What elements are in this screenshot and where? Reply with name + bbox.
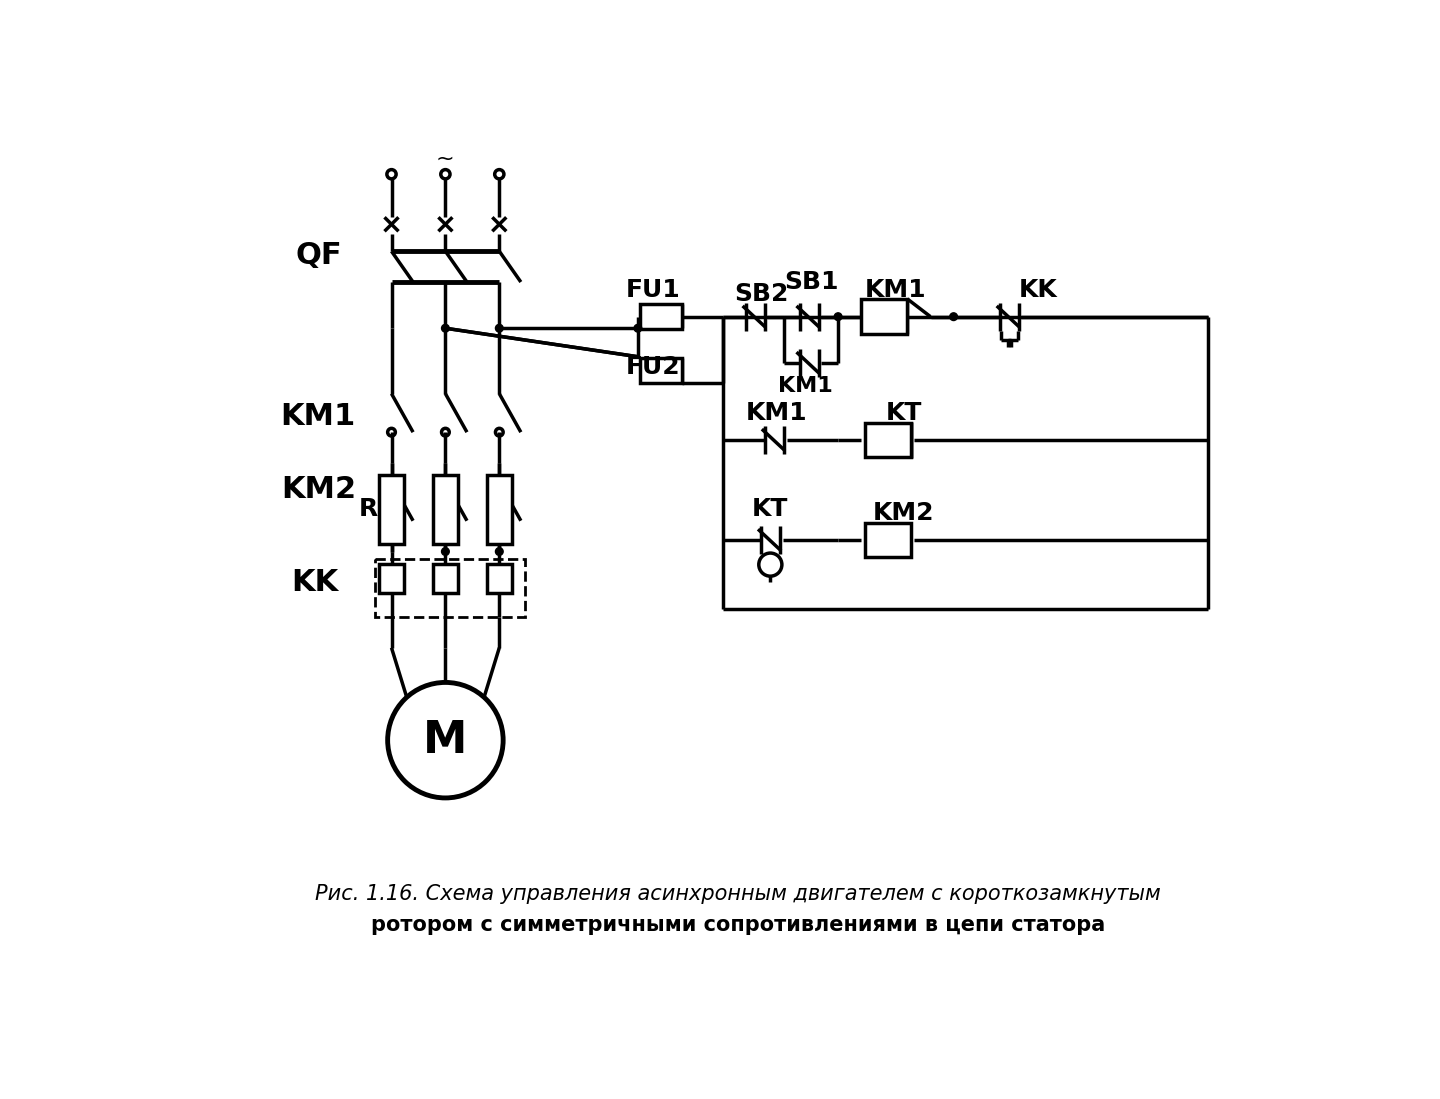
Text: KM2: KM2 [873, 501, 935, 525]
Text: R: R [359, 497, 379, 521]
Text: KM1: KM1 [281, 402, 356, 431]
Circle shape [834, 313, 842, 321]
Bar [865, 422, 912, 457]
Text: QF: QF [295, 241, 341, 269]
Bar [374, 559, 524, 617]
Text: SB1: SB1 [783, 270, 838, 295]
Text: KM1: KM1 [746, 401, 808, 425]
Text: KM1: KM1 [865, 278, 927, 302]
Text: KM1: KM1 [779, 376, 834, 396]
Circle shape [634, 324, 642, 332]
Bar [487, 475, 511, 544]
Bar [379, 564, 403, 593]
Circle shape [442, 324, 449, 332]
Bar [639, 358, 683, 382]
Text: M: M [423, 719, 468, 762]
Text: KT: KT [886, 401, 922, 425]
Bar [865, 523, 912, 557]
Circle shape [950, 313, 958, 321]
Bar [433, 564, 458, 593]
Bar [639, 304, 683, 329]
Text: ~: ~ [436, 148, 455, 169]
Bar [487, 564, 511, 593]
Text: FU2: FU2 [626, 355, 681, 379]
Bar [379, 475, 403, 544]
Bar [433, 475, 458, 544]
Text: Рис. 1.16. Схема управления асинхронным двигателем с короткозамкнутым: Рис. 1.16. Схема управления асинхронным … [315, 885, 1161, 904]
Text: ротором с симметричными сопротивлениями в цепи статора: ротором с симметричными сопротивлениями … [372, 915, 1104, 935]
Bar [861, 299, 907, 334]
Text: KT: KT [752, 497, 789, 521]
Text: KK: KK [291, 568, 338, 597]
Circle shape [495, 324, 503, 332]
Text: SB2: SB2 [734, 281, 788, 306]
Text: KK: KK [1020, 278, 1057, 302]
Text: FU1: FU1 [626, 278, 681, 302]
Circle shape [495, 547, 503, 555]
Circle shape [442, 547, 449, 555]
Text: KM2: KM2 [281, 476, 356, 504]
